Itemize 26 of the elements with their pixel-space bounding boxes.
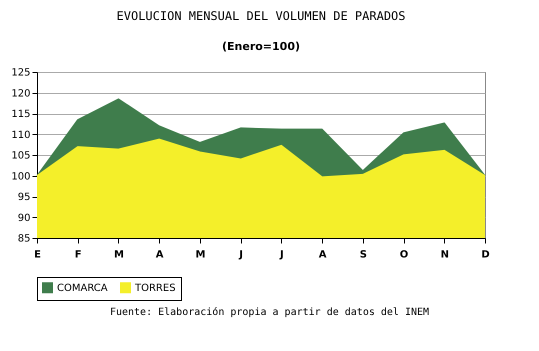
x-tick-label: M xyxy=(195,250,206,260)
chart-title: EVOLUCION MENSUAL DEL VOLUMEN DE PARADOS xyxy=(116,9,406,23)
x-tick-label: D xyxy=(481,250,490,260)
source-note: Fuente: Elaboración propia a partir de datos del INEM xyxy=(108,307,430,318)
y-tick-label: 95 xyxy=(18,192,30,203)
y-tick-label: 120 xyxy=(11,88,30,100)
y-tick-label: 85 xyxy=(18,234,30,244)
y-tick-label: 115 xyxy=(11,109,30,120)
x-tick-label: E xyxy=(34,250,42,260)
x-tick-label: J xyxy=(278,250,284,260)
y-tick-label: 100 xyxy=(11,171,30,182)
x-tick-label: N xyxy=(440,250,449,260)
x-tick-label: O xyxy=(400,250,408,260)
x-tick-label: S xyxy=(360,250,367,260)
y-tick-label: 125 xyxy=(11,68,30,78)
x-tick-label: A xyxy=(318,250,327,260)
x-tick-label: F xyxy=(74,250,82,260)
legend-label: TORRES xyxy=(134,282,176,294)
x-tick-label: J xyxy=(238,250,244,260)
y-tick-label: 90 xyxy=(18,212,30,224)
x-tick-label: A xyxy=(156,250,164,260)
y-tick-label: 105 xyxy=(11,150,30,162)
chart-subtitle: (Enero=100) xyxy=(222,40,300,53)
x-tick-label: M xyxy=(114,250,124,260)
y-tick-label: 110 xyxy=(11,130,30,141)
legend-label: COMARCA xyxy=(57,282,108,294)
